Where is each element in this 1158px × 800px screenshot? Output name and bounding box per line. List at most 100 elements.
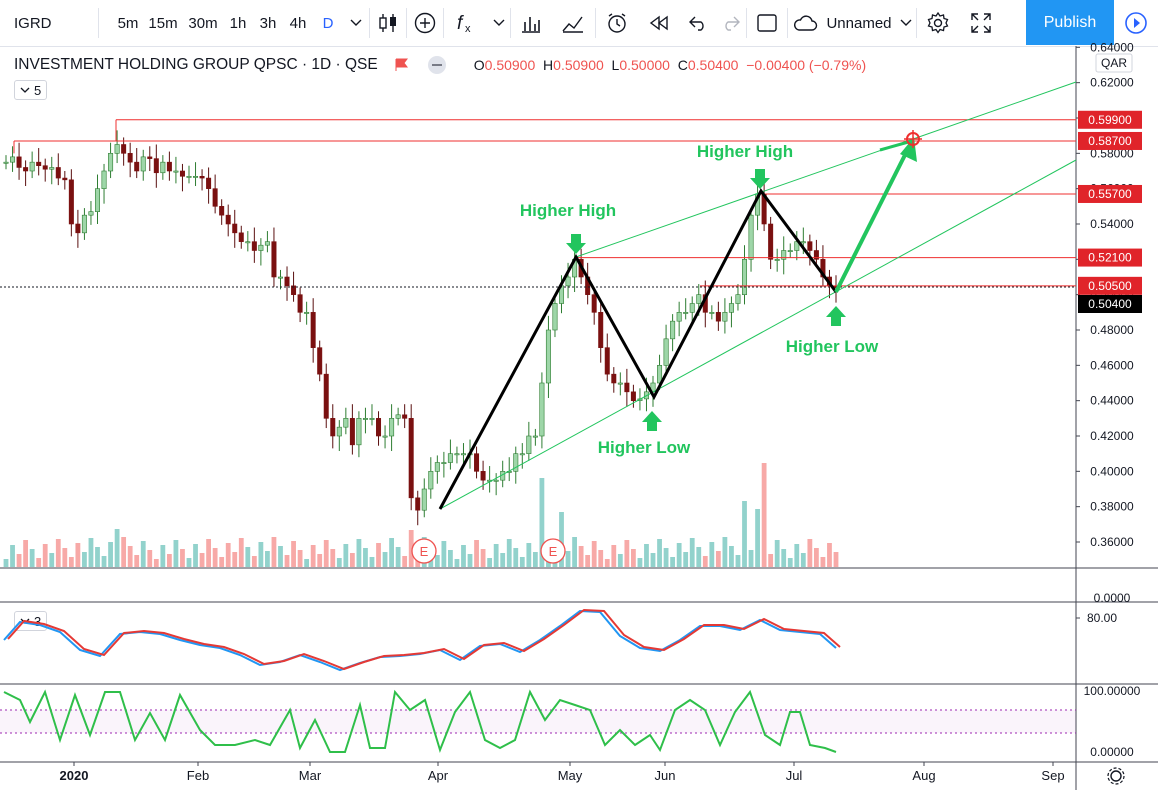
price-tick-label: 0.52000: [1090, 252, 1134, 266]
volume-bar: [356, 539, 362, 567]
candle-body: [238, 232, 244, 242]
chevron-down-icon: [20, 87, 30, 93]
candle-body: [506, 471, 512, 473]
financials-bar-icon[interactable]: [511, 0, 551, 46]
rsi-axis-label: 100.00000: [1084, 684, 1141, 698]
volume-bar: [604, 559, 610, 567]
projection-arrowhead: [900, 137, 917, 162]
volume-bar: [140, 541, 146, 567]
candle-body: [689, 303, 695, 313]
candle-body: [127, 153, 133, 163]
candle-body: [291, 285, 297, 295]
candle-body: [447, 453, 453, 463]
volume-bar: [735, 555, 741, 567]
currency-label: QAR: [1101, 56, 1127, 70]
interval-dropdown-icon[interactable]: [343, 0, 369, 46]
candle-body: [376, 418, 382, 437]
volume-bar: [186, 558, 192, 567]
candle-body: [820, 259, 826, 278]
interval-30m[interactable]: 30m: [188, 14, 218, 32]
candle-body: [722, 312, 728, 322]
candle-body: [715, 312, 721, 322]
volume-collapse-button[interactable]: 5: [14, 80, 48, 100]
candle-body: [709, 312, 715, 314]
open-value: 0.50900: [484, 57, 536, 73]
volume-bar: [572, 537, 577, 567]
candle-body: [663, 338, 669, 366]
candle-body: [643, 391, 649, 400]
volume-bar: [552, 556, 558, 567]
candle-body: [81, 214, 87, 234]
interval-3h[interactable]: 3h: [259, 14, 277, 32]
candle-body: [565, 276, 571, 287]
candle-body: [16, 156, 22, 168]
chart-grid: [0, 46, 1158, 790]
earnings-marker: [540, 538, 566, 564]
volume-bar: [441, 541, 447, 567]
stoch-collapse-button[interactable]: 3: [14, 611, 48, 631]
interval-4h[interactable]: 4h: [289, 14, 307, 32]
divider: [510, 8, 511, 38]
compare-chart-icon[interactable]: [551, 0, 595, 46]
candle-body: [781, 250, 787, 260]
candle-body: [545, 329, 551, 384]
volume-bar: [591, 541, 597, 567]
candle-body: [787, 250, 793, 253]
symbol-title: INVESTMENT HOLDING GROUP QPSC · 1D · QSE: [14, 56, 378, 73]
price-tick-label: 0.38000: [1090, 500, 1134, 514]
expand-icon[interactable]: [959, 0, 1003, 46]
symbol-search-button[interactable]: IGRD: [14, 14, 52, 32]
volume-bar: [173, 540, 179, 567]
volume-bar: [75, 543, 81, 567]
candle-body: [467, 453, 473, 456]
interval-15m[interactable]: 15m: [148, 14, 178, 32]
alert-clock-icon[interactable]: [596, 0, 638, 46]
minus-icon[interactable]: [426, 54, 448, 76]
settings-gear-icon[interactable]: [917, 0, 959, 46]
currency-badge: [1095, 53, 1133, 73]
candle-body: [408, 418, 414, 499]
candle-body: [624, 382, 630, 393]
interval-d[interactable]: D: [322, 14, 334, 32]
undo-icon[interactable]: [680, 0, 716, 46]
cloud-icon: [794, 15, 818, 31]
candle-body: [487, 479, 493, 482]
candle-body: [42, 165, 48, 170]
replay-icon[interactable]: [638, 0, 680, 46]
play-icon[interactable]: [1114, 0, 1158, 45]
level-price-label: 0.55700: [1088, 187, 1132, 201]
redo-icon[interactable]: [716, 0, 746, 46]
interval-1h[interactable]: 1h: [229, 14, 247, 32]
volume-bar: [238, 538, 244, 567]
candle-body: [225, 214, 231, 225]
volume-bar: [265, 551, 270, 567]
stoch-d-line: [7, 608, 841, 671]
candle-body: [748, 214, 754, 260]
layout-name-button[interactable]: Unnamed: [788, 0, 916, 46]
earnings-marker-label: E: [549, 544, 558, 559]
interval-5m[interactable]: 5m: [117, 14, 139, 32]
fullscreen-rect-icon[interactable]: [747, 0, 787, 46]
add-compare-icon[interactable]: [407, 0, 443, 46]
candles-chart-type-icon[interactable]: [370, 0, 406, 46]
candle-body: [10, 156, 16, 163]
volume-bar: [10, 545, 15, 567]
volume-bar: [382, 552, 388, 567]
candle-body: [657, 365, 663, 384]
indicators-dropdown-icon[interactable]: [488, 0, 510, 46]
up-arrow-icon: [826, 306, 846, 326]
candlesticks: [3, 130, 839, 526]
volume-bar: [565, 551, 571, 567]
chart-legend: INVESTMENT HOLDING GROUP QPSC · 1D · QSE…: [14, 54, 866, 76]
volume-bar: [108, 542, 113, 567]
volume-bar: [62, 548, 68, 567]
volume-length: 5: [34, 82, 42, 98]
publish-button[interactable]: Publish: [1026, 0, 1114, 45]
flag-icon[interactable]: [394, 58, 410, 72]
level-price-badge: [1078, 276, 1142, 295]
candle-body: [761, 193, 767, 225]
volume-bar: [683, 552, 689, 567]
